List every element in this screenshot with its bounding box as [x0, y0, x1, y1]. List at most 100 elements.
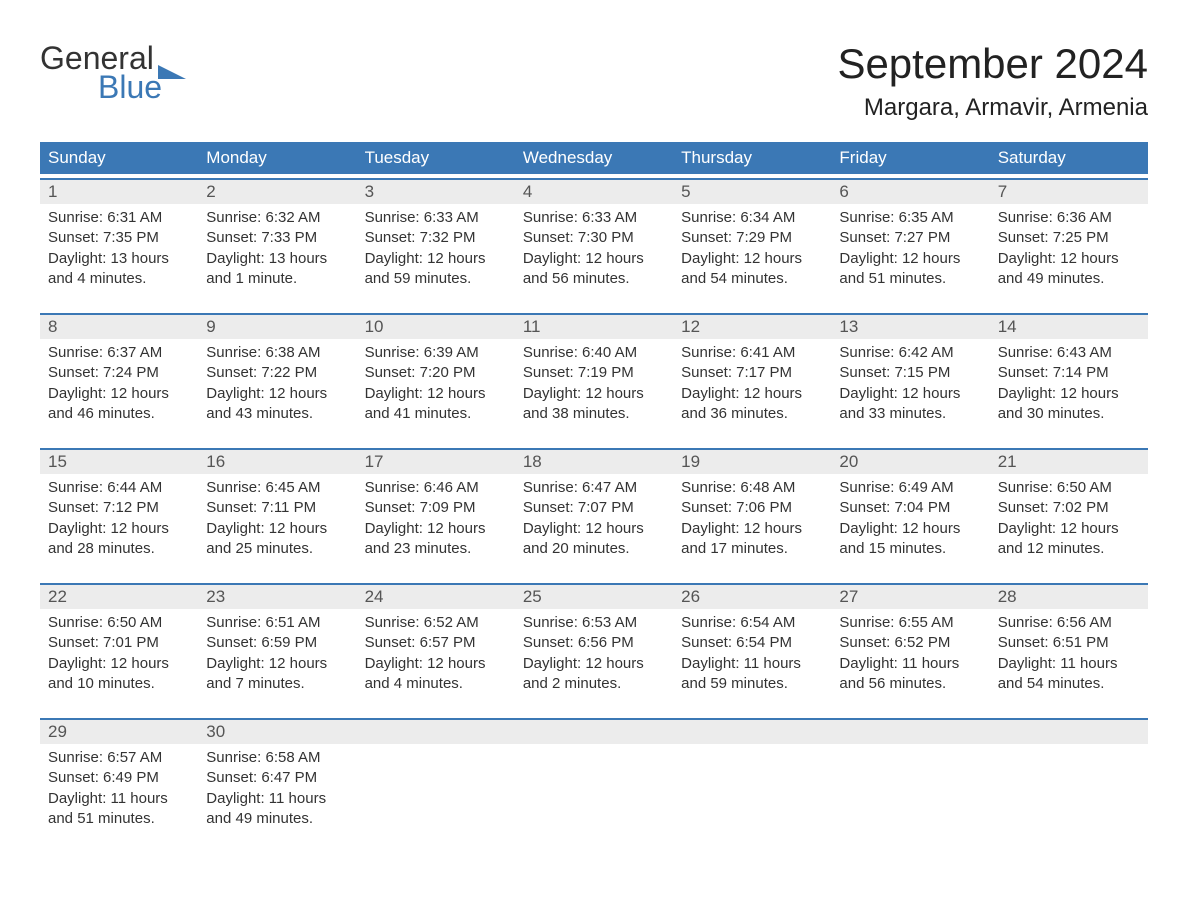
calendar-day: 26Sunrise: 6:54 AMSunset: 6:54 PMDayligh…	[673, 585, 831, 714]
daylight-text: Daylight: 12 hours and 38 minutes.	[523, 384, 665, 425]
day-number-row: 25	[515, 585, 673, 609]
day-number: 6	[839, 182, 848, 201]
day-number: 13	[839, 317, 858, 336]
day-number-row	[990, 720, 1148, 744]
sunrise-text: Sunrise: 6:36 AM	[998, 208, 1140, 228]
sunrise-text: Sunrise: 6:38 AM	[206, 343, 348, 363]
daylight-text: Daylight: 12 hours and 46 minutes.	[48, 384, 190, 425]
day-number-row	[831, 720, 989, 744]
day-number: 9	[206, 317, 215, 336]
day-number-row: 29	[40, 720, 198, 744]
day-info: Sunrise: 6:38 AMSunset: 7:22 PMDaylight:…	[198, 339, 356, 444]
sunrise-text: Sunrise: 6:56 AM	[998, 613, 1140, 633]
calendar-week: 22Sunrise: 6:50 AMSunset: 7:01 PMDayligh…	[40, 583, 1148, 714]
day-info	[357, 744, 515, 768]
calendar-day: 16Sunrise: 6:45 AMSunset: 7:11 PMDayligh…	[198, 450, 356, 579]
sunrise-text: Sunrise: 6:34 AM	[681, 208, 823, 228]
day-info: Sunrise: 6:49 AMSunset: 7:04 PMDaylight:…	[831, 474, 989, 579]
sunset-text: Sunset: 7:11 PM	[206, 498, 348, 518]
sunrise-text: Sunrise: 6:52 AM	[365, 613, 507, 633]
sunrise-text: Sunrise: 6:58 AM	[206, 748, 348, 768]
daylight-text: Daylight: 12 hours and 25 minutes.	[206, 519, 348, 560]
title-block: September 2024 Margara, Armavir, Armenia	[837, 40, 1148, 122]
day-number: 28	[998, 587, 1017, 606]
calendar-day: 15 Sunrise: 6:44 AMSunset: 7:12 PMDayligh…	[40, 450, 198, 579]
day-number: 24	[365, 587, 384, 606]
sunrise-text: Sunrise: 6:43 AM	[998, 343, 1140, 363]
sunset-text: Sunset: 7:24 PM	[48, 363, 190, 383]
day-number-row: 16	[198, 450, 356, 474]
calendar-day: 27Sunrise: 6:55 AMSunset: 6:52 PMDayligh…	[831, 585, 989, 714]
sunset-text: Sunset: 7:35 PM	[48, 228, 190, 248]
day-info: Sunrise: 6:46 AMSunset: 7:09 PMDaylight:…	[357, 474, 515, 579]
sunset-text: Sunset: 7:01 PM	[48, 633, 190, 653]
sunset-text: Sunset: 7:30 PM	[523, 228, 665, 248]
daylight-text: Daylight: 12 hours and 41 minutes.	[365, 384, 507, 425]
day-info	[515, 744, 673, 768]
calendar-day: 21Sunrise: 6:50 AMSunset: 7:02 PMDayligh…	[990, 450, 1148, 579]
calendar-day: 4Sunrise: 6:33 AMSunset: 7:30 PMDaylight…	[515, 180, 673, 309]
day-number-row: 19	[673, 450, 831, 474]
day-number-row: 7	[990, 180, 1148, 204]
logo: General Blue	[40, 40, 186, 106]
calendar-day: 24Sunrise: 6:52 AMSunset: 6:57 PMDayligh…	[357, 585, 515, 714]
day-number-row: 4	[515, 180, 673, 204]
daylight-text: Daylight: 13 hours and 4 minutes.	[48, 249, 190, 290]
sunset-text: Sunset: 7:29 PM	[681, 228, 823, 248]
day-number: 23	[206, 587, 225, 606]
daylight-text: Daylight: 12 hours and 54 minutes.	[681, 249, 823, 290]
calendar-day: 3Sunrise: 6:33 AMSunset: 7:32 PMDaylight…	[357, 180, 515, 309]
calendar-day	[357, 720, 515, 849]
sunrise-text: Sunrise: 6:33 AM	[365, 208, 507, 228]
day-info: Sunrise: 6:37 AMSunset: 7:24 PMDaylight:…	[40, 339, 198, 444]
weekday-header-row: SundayMondayTuesdayWednesdayThursdayFrid…	[40, 142, 1148, 174]
day-number-row: 17	[357, 450, 515, 474]
day-number-row: 20	[831, 450, 989, 474]
sunrise-text: Sunrise: 6:48 AM	[681, 478, 823, 498]
sunrise-text: Sunrise: 6:33 AM	[523, 208, 665, 228]
calendar-day: 6Sunrise: 6:35 AMSunset: 7:27 PMDaylight…	[831, 180, 989, 309]
calendar-day: 28Sunrise: 6:56 AMSunset: 6:51 PMDayligh…	[990, 585, 1148, 714]
day-number-row: 8	[40, 315, 198, 339]
daylight-text: Daylight: 11 hours and 49 minutes.	[206, 789, 348, 830]
daylight-text: Daylight: 12 hours and 12 minutes.	[998, 519, 1140, 560]
day-number-row: 11	[515, 315, 673, 339]
day-info	[831, 744, 989, 768]
calendar-day: 30Sunrise: 6:58 AMSunset: 6:47 PMDayligh…	[198, 720, 356, 849]
day-number-row: 13	[831, 315, 989, 339]
day-number: 30	[206, 722, 225, 741]
sunset-text: Sunset: 7:15 PM	[839, 363, 981, 383]
day-number: 29	[48, 722, 67, 741]
sunset-text: Sunset: 6:56 PM	[523, 633, 665, 653]
day-info: Sunrise: 6:33 AMSunset: 7:30 PMDaylight:…	[515, 204, 673, 309]
day-number: 15	[48, 452, 67, 471]
sunset-text: Sunset: 7:22 PM	[206, 363, 348, 383]
calendar-day: 14Sunrise: 6:43 AMSunset: 7:14 PMDayligh…	[990, 315, 1148, 444]
calendar-day: 23 Sunrise: 6:51 AMSunset: 6:59 PMDayligh…	[198, 585, 356, 714]
day-number: 5	[681, 182, 690, 201]
calendar-day: 22Sunrise: 6:50 AMSunset: 7:01 PMDayligh…	[40, 585, 198, 714]
day-number-row: 28	[990, 585, 1148, 609]
sunrise-text: Sunrise: 6:55 AM	[839, 613, 981, 633]
daylight-text: Daylight: 12 hours and 7 minutes.	[206, 654, 348, 695]
calendar-body: 1Sunrise: 6:31 AMSunset: 7:35 PMDaylight…	[40, 178, 1148, 849]
day-number: 16	[206, 452, 225, 471]
sunset-text: Sunset: 7:17 PM	[681, 363, 823, 383]
day-info: Sunrise: 6:41 AMSunset: 7:17 PMDaylight:…	[673, 339, 831, 444]
day-number-row	[357, 720, 515, 744]
calendar-week: 8Sunrise: 6:37 AMSunset: 7:24 PMDaylight…	[40, 313, 1148, 444]
sunrise-text: Sunrise: 6:32 AM	[206, 208, 348, 228]
header: General Blue September 2024 Margara, Arm…	[40, 40, 1148, 122]
day-info: Sunrise: 6:51 AMSunset: 6:59 PMDaylight:…	[198, 609, 356, 714]
daylight-text: Daylight: 12 hours and 56 minutes.	[523, 249, 665, 290]
day-info: Sunrise: 6:36 AMSunset: 7:25 PMDaylight:…	[990, 204, 1148, 309]
day-info: Sunrise: 6:43 AMSunset: 7:14 PMDaylight:…	[990, 339, 1148, 444]
day-info: Sunrise: 6:47 AMSunset: 7:07 PMDaylight:…	[515, 474, 673, 579]
day-info: Sunrise: 6:34 AMSunset: 7:29 PMDaylight:…	[673, 204, 831, 309]
sunset-text: Sunset: 7:27 PM	[839, 228, 981, 248]
day-info: Sunrise: 6:44 AMSunset: 7:12 PMDaylight:…	[40, 474, 198, 579]
calendar-day: 18Sunrise: 6:47 AMSunset: 7:07 PMDayligh…	[515, 450, 673, 579]
sunset-text: Sunset: 7:04 PM	[839, 498, 981, 518]
calendar-day: 8Sunrise: 6:37 AMSunset: 7:24 PMDaylight…	[40, 315, 198, 444]
day-info: Sunrise: 6:39 AMSunset: 7:20 PMDaylight:…	[357, 339, 515, 444]
